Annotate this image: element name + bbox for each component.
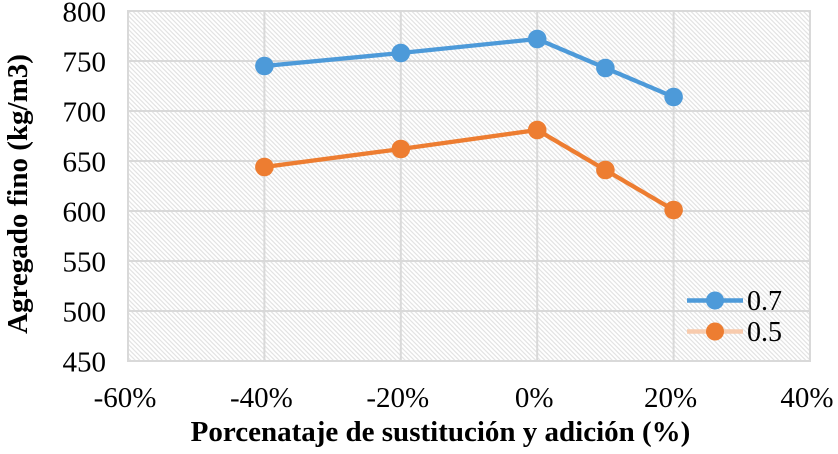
series-0.5 <box>255 120 683 220</box>
x-tick-label: -20% <box>366 382 429 414</box>
y-axis-title: Agregado fino (kg/m3) <box>2 54 34 334</box>
y-tick-label: 650 <box>63 147 107 179</box>
data-point-0.5 <box>255 157 274 177</box>
data-point-0.7 <box>596 58 615 78</box>
x-axis-title: Porcenataje de sustitución y adición (%) <box>190 416 691 448</box>
y-tick-label: 450 <box>63 347 107 379</box>
x-tick-label: 0% <box>515 382 554 414</box>
data-point-0.7 <box>391 43 411 63</box>
legend-label-0.5: 0.5 <box>747 317 782 348</box>
data-point-0.7 <box>255 56 274 76</box>
data-point-0.7 <box>664 87 683 107</box>
y-tick-label: 550 <box>63 247 107 279</box>
y-tick-label: 700 <box>63 97 107 129</box>
x-tick-label: -40% <box>230 382 293 414</box>
data-point-0.5 <box>527 120 547 140</box>
y-tick-label: 500 <box>63 297 107 329</box>
y-tick-label: 600 <box>63 197 107 229</box>
data-point-0.5 <box>596 160 615 180</box>
legend-item-0.7: 0.7 <box>687 286 782 317</box>
data-point-0.5 <box>391 139 411 159</box>
y-tick-label: 750 <box>63 47 107 79</box>
y-tick-label: 800 <box>63 0 107 29</box>
plot-area <box>128 11 810 361</box>
gridlines <box>127 10 811 362</box>
legend-marker-0.5 <box>706 322 724 341</box>
x-axis-ticks: -60% -40% -20% 0% 20% 40% <box>94 382 834 414</box>
x-tick-label: -60% <box>94 382 157 414</box>
series-0.7 <box>255 29 683 107</box>
legend-marker-0.7 <box>706 291 724 310</box>
legend-item-0.5: 0.5 <box>687 317 782 348</box>
x-tick-label: 40% <box>780 382 833 414</box>
legend: 0.70.5 <box>687 286 782 348</box>
x-tick-label: 20% <box>644 382 697 414</box>
data-point-0.5 <box>664 200 683 220</box>
data-point-0.7 <box>527 29 547 49</box>
legend-label-0.7: 0.7 <box>747 286 782 317</box>
y-axis-ticks: 450 500 550 600 650 700 750 800 <box>63 0 107 379</box>
